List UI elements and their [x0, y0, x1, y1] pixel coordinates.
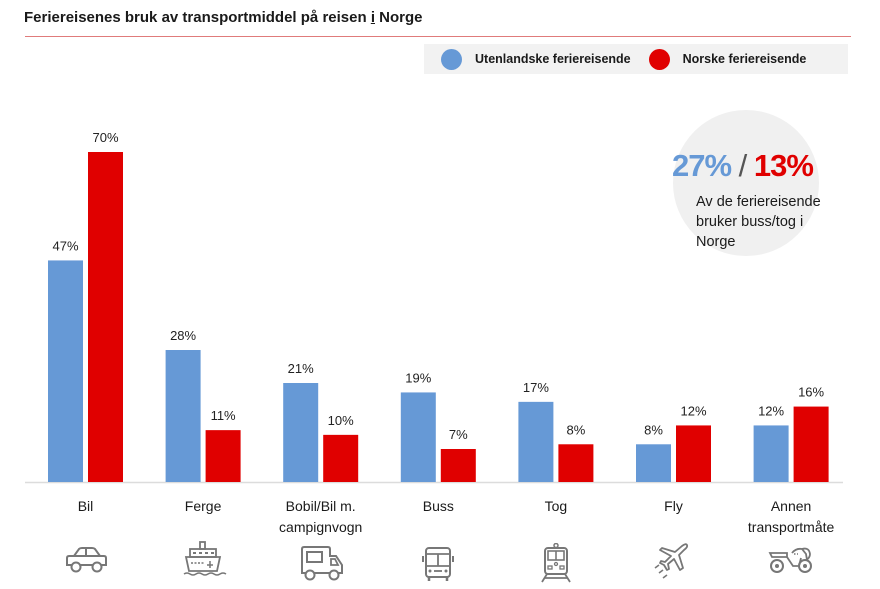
- car-icon: [61, 539, 111, 579]
- data-label: 21%: [288, 361, 314, 376]
- category-label-line: Annen: [770, 498, 812, 514]
- category-label-line: campignvogn: [279, 519, 363, 535]
- category-label-line: Bil: [77, 498, 94, 514]
- data-label: 8%: [644, 422, 663, 437]
- chart-title: Feriereisenes bruk av transportmiddel på…: [24, 9, 423, 26]
- bar-norwegian: [323, 434, 359, 482]
- data-label: 17%: [523, 380, 549, 395]
- bar-foreign: [48, 260, 83, 482]
- legend: Utenlandske feriereisende Norske feriere…: [424, 44, 848, 74]
- callout-circle: [673, 110, 819, 256]
- data-label: 7%: [449, 427, 468, 442]
- bar-norwegian: [558, 444, 594, 482]
- bar-norwegian: [88, 152, 123, 482]
- airplane-icon: [649, 540, 699, 580]
- category-label: Annen transportmåte: [731, 496, 851, 538]
- camper-van-icon: [296, 543, 346, 583]
- category-label-line: Fly: [664, 498, 683, 514]
- title-text-end: Norge: [374, 9, 423, 26]
- train-icon: [531, 542, 581, 583]
- data-label: 10%: [328, 413, 354, 428]
- data-label: 12%: [680, 403, 706, 418]
- callout-value-norwegian: 13%: [753, 148, 814, 183]
- title-text: Feriereisenes bruk av transportmiddel på…: [24, 9, 371, 26]
- bar-norwegian: [440, 449, 476, 482]
- bar-foreign: [753, 425, 789, 482]
- category-label: Tog: [496, 496, 616, 517]
- bar-norwegian: [205, 430, 241, 482]
- title-divider: [25, 36, 851, 37]
- callout-stat: 27% / 13%: [672, 148, 814, 184]
- legend-swatch-foreign: [441, 48, 462, 70]
- bar-foreign: [636, 444, 671, 482]
- legend-label-norwegian: Norske feriereisende: [682, 52, 807, 66]
- legend-label-foreign: Utenlandske feriereisende: [475, 52, 631, 66]
- data-label: 8%: [567, 422, 586, 437]
- motorcycle-icon: [766, 540, 816, 580]
- data-label: 47%: [52, 238, 78, 253]
- callout-text: Av de feriereisende bruker buss/tog i No…: [696, 194, 821, 250]
- bar-foreign: [165, 350, 201, 482]
- legend-item-norwegian: Norske feriereisende: [648, 48, 807, 70]
- legend-item-foreign: Utenlandske feriereisende: [441, 48, 631, 70]
- category-label: Ferge: [143, 496, 263, 517]
- category-label-line: transportmåte: [747, 519, 835, 535]
- bar-foreign: [518, 401, 554, 482]
- bar-norwegian: [793, 406, 829, 482]
- data-label: 11%: [211, 408, 236, 423]
- data-label: 19%: [405, 370, 431, 385]
- category-label-line: Tog: [544, 498, 568, 514]
- category-label: Bil: [26, 496, 146, 517]
- title-underlined-word: i: [370, 9, 375, 26]
- category-label-line: Ferge: [184, 498, 222, 514]
- bar-norwegian: [676, 425, 711, 482]
- category-label-line: Buss: [422, 498, 454, 514]
- bus-icon: [413, 544, 463, 584]
- bar-foreign: [283, 383, 319, 482]
- callout-separator: /: [738, 148, 748, 183]
- legend-swatch-norwegian: [648, 48, 670, 70]
- category-label-line: Bobil/Bil m.: [285, 498, 356, 514]
- bar-foreign: [400, 392, 436, 482]
- category-label: Fly: [614, 496, 734, 517]
- data-label: 12%: [758, 403, 784, 418]
- callout-value-foreign: 27%: [672, 148, 732, 183]
- data-label: 16%: [798, 385, 824, 400]
- data-label: 70%: [92, 130, 118, 145]
- data-label: 28%: [170, 328, 196, 343]
- ferry-icon: [178, 540, 228, 580]
- category-label: Bobil/Bil m. campignvogn: [261, 496, 381, 538]
- category-label: Buss: [378, 496, 498, 517]
